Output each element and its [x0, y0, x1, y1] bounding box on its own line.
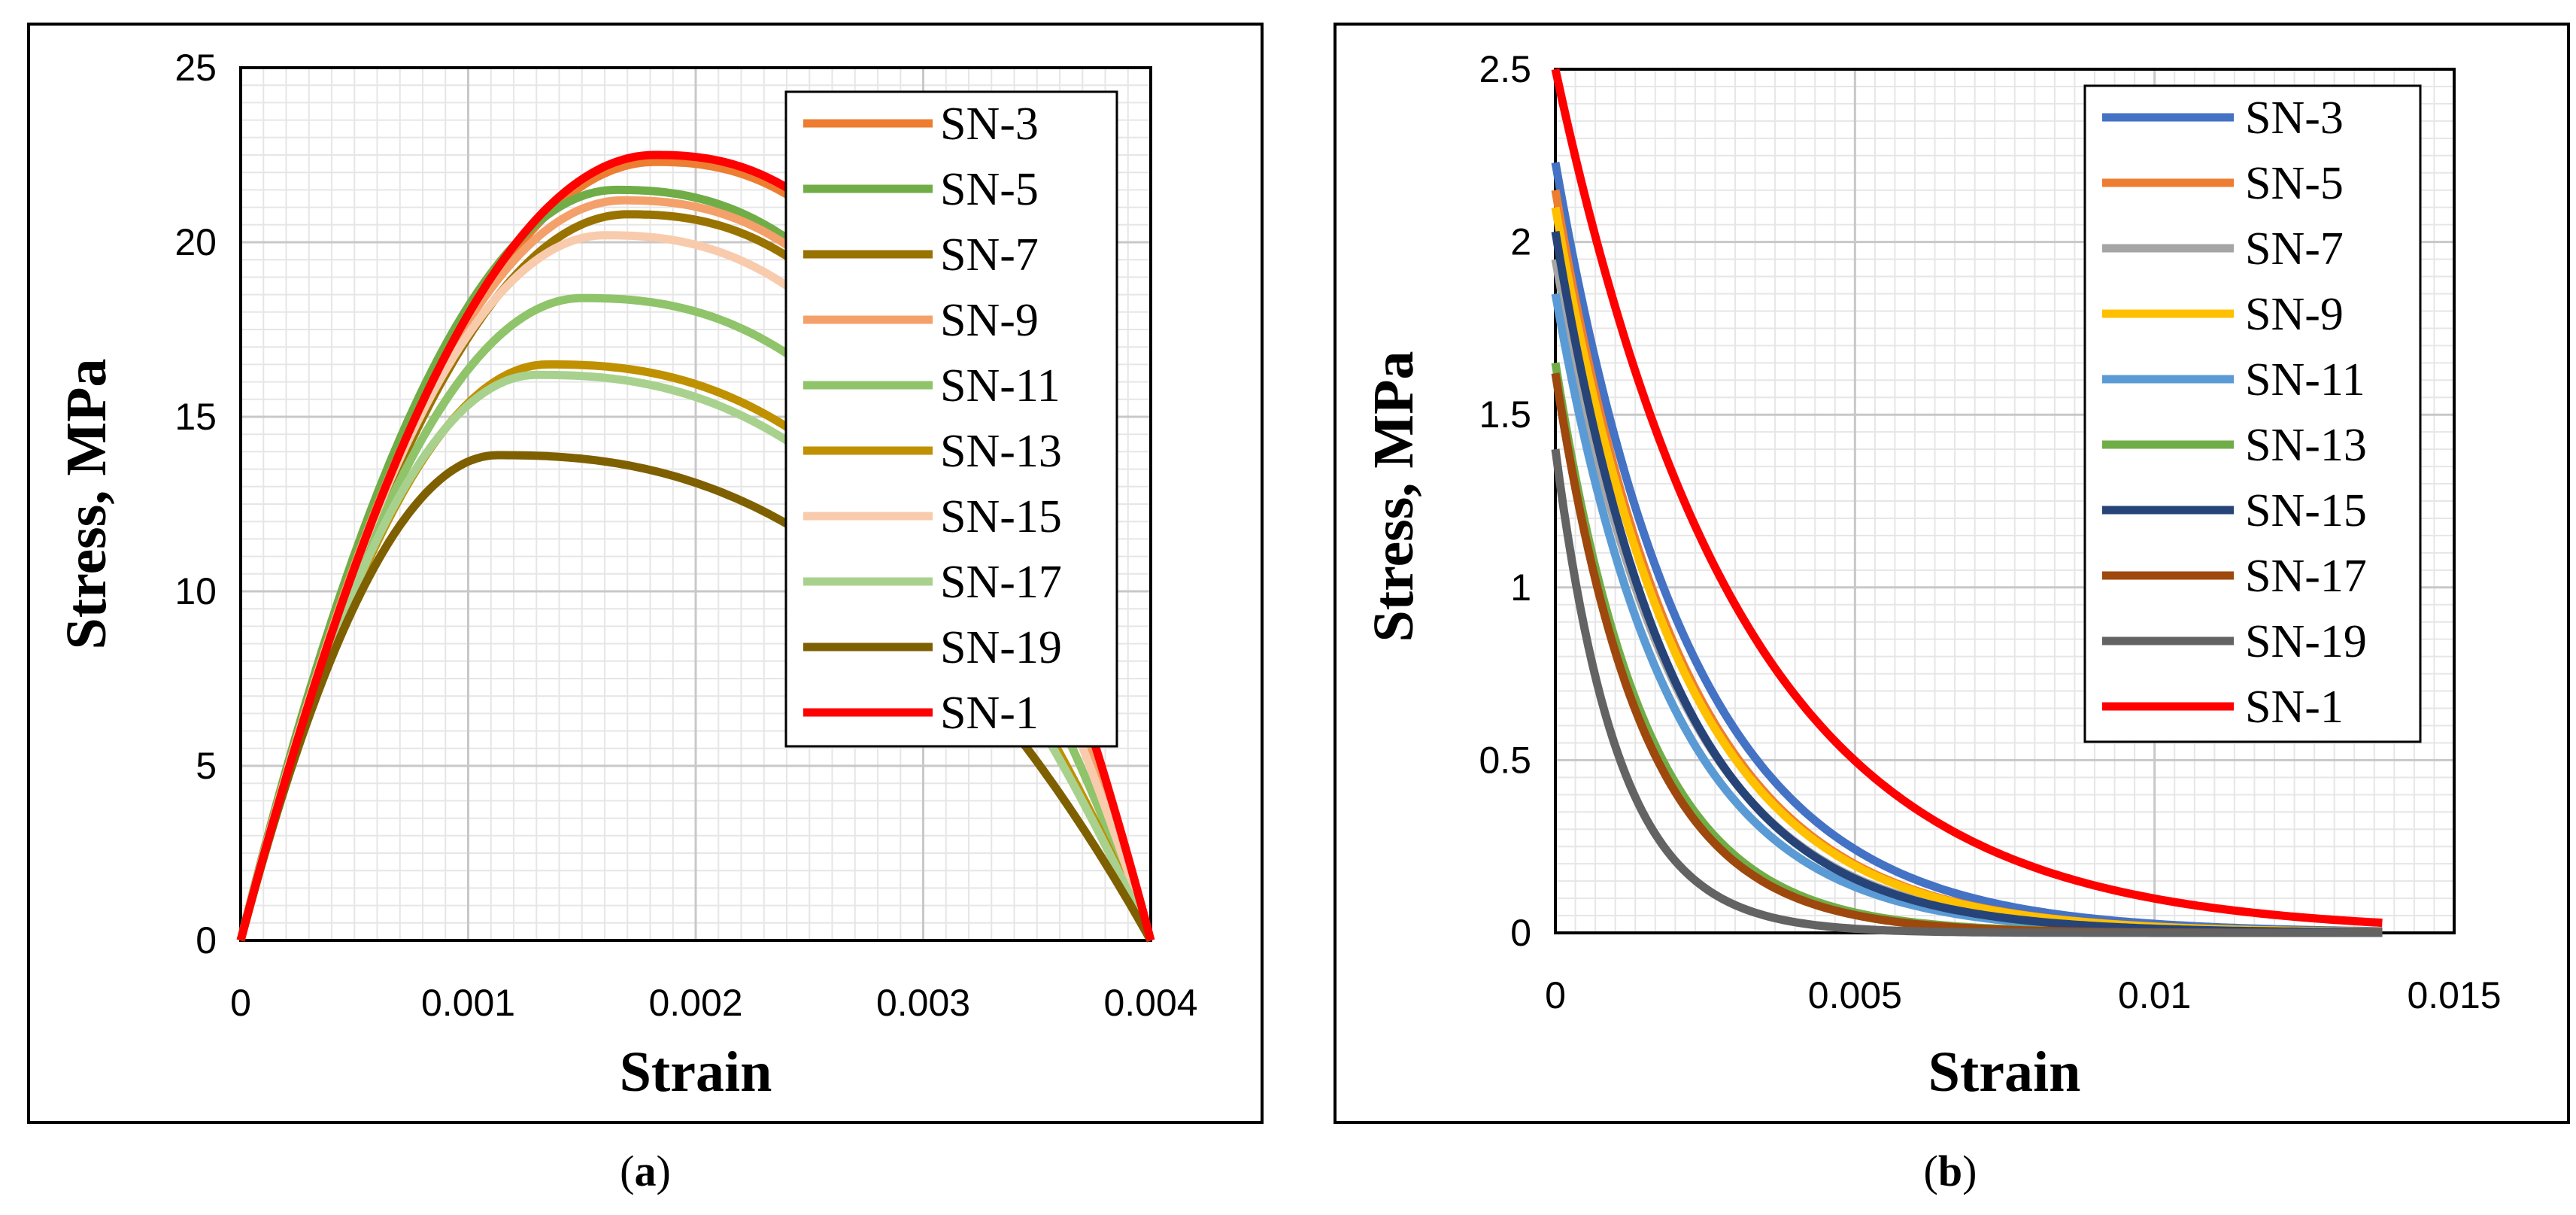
- legend-label-sn-17: SN-17: [2245, 551, 2367, 602]
- panel-b-x-axis-title: Strain: [1928, 1040, 2081, 1104]
- y-tick-label: 25: [174, 47, 217, 89]
- legend-label-sn-15: SN-15: [2245, 485, 2367, 536]
- y-tick-label: 2: [1510, 221, 1531, 263]
- panel-a-legend-box: [784, 90, 1118, 748]
- panel-b-legend-box: [2083, 84, 2422, 743]
- panel-a-caption: (a): [620, 1147, 671, 1195]
- y-tick-label: 1: [1510, 566, 1531, 609]
- x-tick-label: 0: [230, 982, 251, 1024]
- panel-a-y-tick-labels: 0 5 10 15 20 25: [174, 47, 217, 961]
- y-tick-label: 5: [196, 745, 217, 787]
- x-tick-label: 0.015: [2407, 974, 2501, 1016]
- x-tick-label: 0.005: [1808, 974, 1902, 1016]
- legend-label-sn-13: SN-13: [2245, 420, 2367, 471]
- x-tick-label: 0.001: [421, 982, 515, 1024]
- legend-label-sn-7: SN-7: [940, 229, 1039, 281]
- legend-label-sn-3: SN-3: [940, 99, 1039, 150]
- x-tick-label: 0.01: [2118, 974, 2191, 1016]
- panel-a-x-tick-labels: 0 0.001 0.002 0.003 0.004: [230, 982, 1197, 1024]
- legend-label-sn-15: SN-15: [940, 491, 1062, 542]
- legend-label-sn-5: SN-5: [940, 164, 1039, 215]
- legend-label-sn-17: SN-17: [940, 557, 1062, 608]
- legend-label-sn-1: SN-1: [940, 688, 1039, 739]
- panel-b-series: [1551, 68, 2383, 937]
- y-tick-label: 1.5: [1479, 393, 1531, 436]
- panel-a-plot-border: [239, 66, 1152, 942]
- panel-b-y-axis-title: Stress, MPa: [1362, 351, 1425, 642]
- legend-label-sn-19: SN-19: [2245, 616, 2367, 667]
- x-tick-label: 0.003: [876, 982, 970, 1024]
- y-tick-label: 20: [174, 221, 217, 263]
- y-tick-label: 0: [1510, 912, 1531, 954]
- legend-label-sn-3: SN-3: [2245, 93, 2344, 144]
- legend-label-sn-13: SN-13: [940, 426, 1062, 477]
- panel-b-caption: (b): [1924, 1147, 1977, 1195]
- legend-label-sn-1: SN-1: [2245, 682, 2344, 733]
- legend-label-sn-11: SN-11: [2245, 354, 2365, 406]
- legend-label-sn-5: SN-5: [2245, 158, 2344, 209]
- y-tick-label: 2.5: [1479, 48, 1531, 90]
- panel-b: 0 0.5 1 1.5 2 2.5 0 0.005 0.01 0.015 Strain Stre…: [1334, 23, 2570, 1124]
- series-line-sn-1: [1551, 68, 2383, 928]
- y-tick-label: 15: [174, 396, 217, 438]
- legend-label-sn-7: SN-7: [2245, 223, 2344, 275]
- panel-a-x-axis-title: Strain: [620, 1040, 772, 1104]
- x-tick-label: 0.002: [648, 982, 742, 1024]
- panel-b-legend: SN-3 SN-5 SN-7 SN-9 SN-11 SN-13 SN-15 SN-17 SN-1…: [2083, 84, 2422, 743]
- panel-b-x-tick-labels: 0 0.005 0.01 0.015: [1545, 974, 2501, 1016]
- panel-a-y-axis-title: Stress, MPa: [55, 359, 118, 650]
- panel-a-legend: SN-3 SN-5 SN-7 SN-9 SN-11 SN-13 SN-15 SN-17 SN-1…: [784, 90, 1118, 748]
- legend-label-sn-11: SN-11: [940, 360, 1060, 412]
- x-tick-label: 0: [1545, 974, 1566, 1016]
- panel-b-y-tick-labels: 0 0.5 1 1.5 2 2.5: [1479, 48, 1531, 954]
- y-tick-label: 0: [196, 919, 217, 961]
- legend-label-sn-9: SN-9: [940, 295, 1039, 346]
- legend-label-sn-19: SN-19: [940, 622, 1062, 673]
- y-tick-label: 0.5: [1479, 739, 1531, 781]
- y-tick-label: 10: [174, 570, 217, 612]
- x-tick-label: 0.004: [1103, 982, 1197, 1024]
- legend-label-sn-9: SN-9: [2245, 289, 2344, 340]
- series-line-sn-19: [1551, 448, 2383, 937]
